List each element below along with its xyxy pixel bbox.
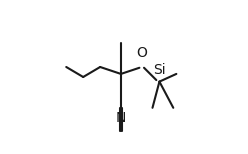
Text: Si: Si (153, 63, 166, 77)
Text: N: N (116, 111, 126, 125)
Text: O: O (136, 46, 147, 60)
